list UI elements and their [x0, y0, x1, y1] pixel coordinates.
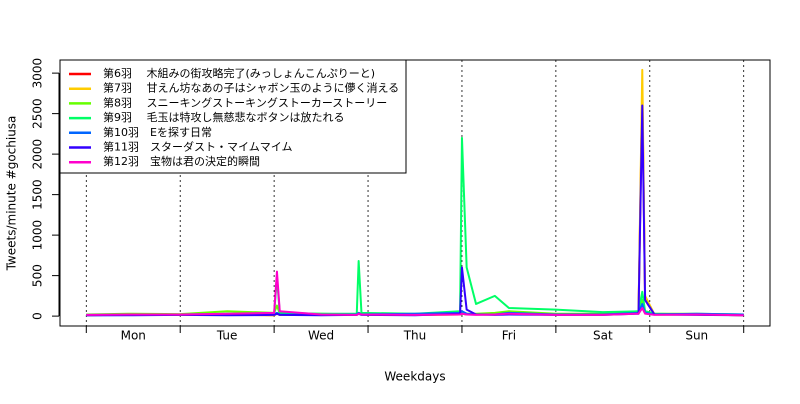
- x-tick-label: Tue: [216, 329, 238, 343]
- x-tick-label: Sat: [593, 329, 613, 343]
- x-tick-label: Wed: [308, 329, 334, 343]
- legend-label: 第7羽 甘えん坊なあの子はシャボン玉のように儚く消える: [103, 81, 399, 95]
- y-tick-label: 2500: [31, 98, 45, 129]
- legend-label: 第6羽 木組みの街攻略完了(みっしょんこんぷりーと): [103, 66, 375, 80]
- legend-box: [59, 59, 407, 174]
- series-line: [86, 270, 744, 317]
- legend-label: 第8羽 スニーキングストーキングストーカーストーリー: [103, 95, 387, 109]
- y-tick-label: 3000: [31, 58, 45, 89]
- y-tick-label: 0: [31, 312, 45, 320]
- y-tick-label: 1500: [31, 179, 45, 210]
- x-tick-label: Sun: [685, 329, 708, 343]
- legend-label: 第9羽 毛玉は特攻し無慈悲なボタンは放たれる: [103, 110, 345, 124]
- legend-label: 第10羽 Eを探す日常: [103, 125, 212, 139]
- plot-frame: [59, 59, 771, 327]
- y-axis-label: Tweets/minute #gochiusa: [5, 116, 19, 272]
- legend-label: 第11羽 スターダスト・マイムマイム: [103, 140, 293, 154]
- x-axis-label: Weekdays: [384, 370, 445, 384]
- x-tick-label: Thu: [403, 329, 427, 343]
- y-tick-label: 1000: [31, 220, 45, 251]
- x-tick-label: Fri: [502, 329, 516, 343]
- series-line: [86, 104, 744, 317]
- y-tick-label: 2000: [31, 139, 45, 170]
- x-tick-label: Mon: [121, 329, 146, 343]
- y-tick-label: 500: [31, 264, 45, 287]
- legend-label: 第12羽 宝物は君の決定的瞬間: [103, 154, 260, 168]
